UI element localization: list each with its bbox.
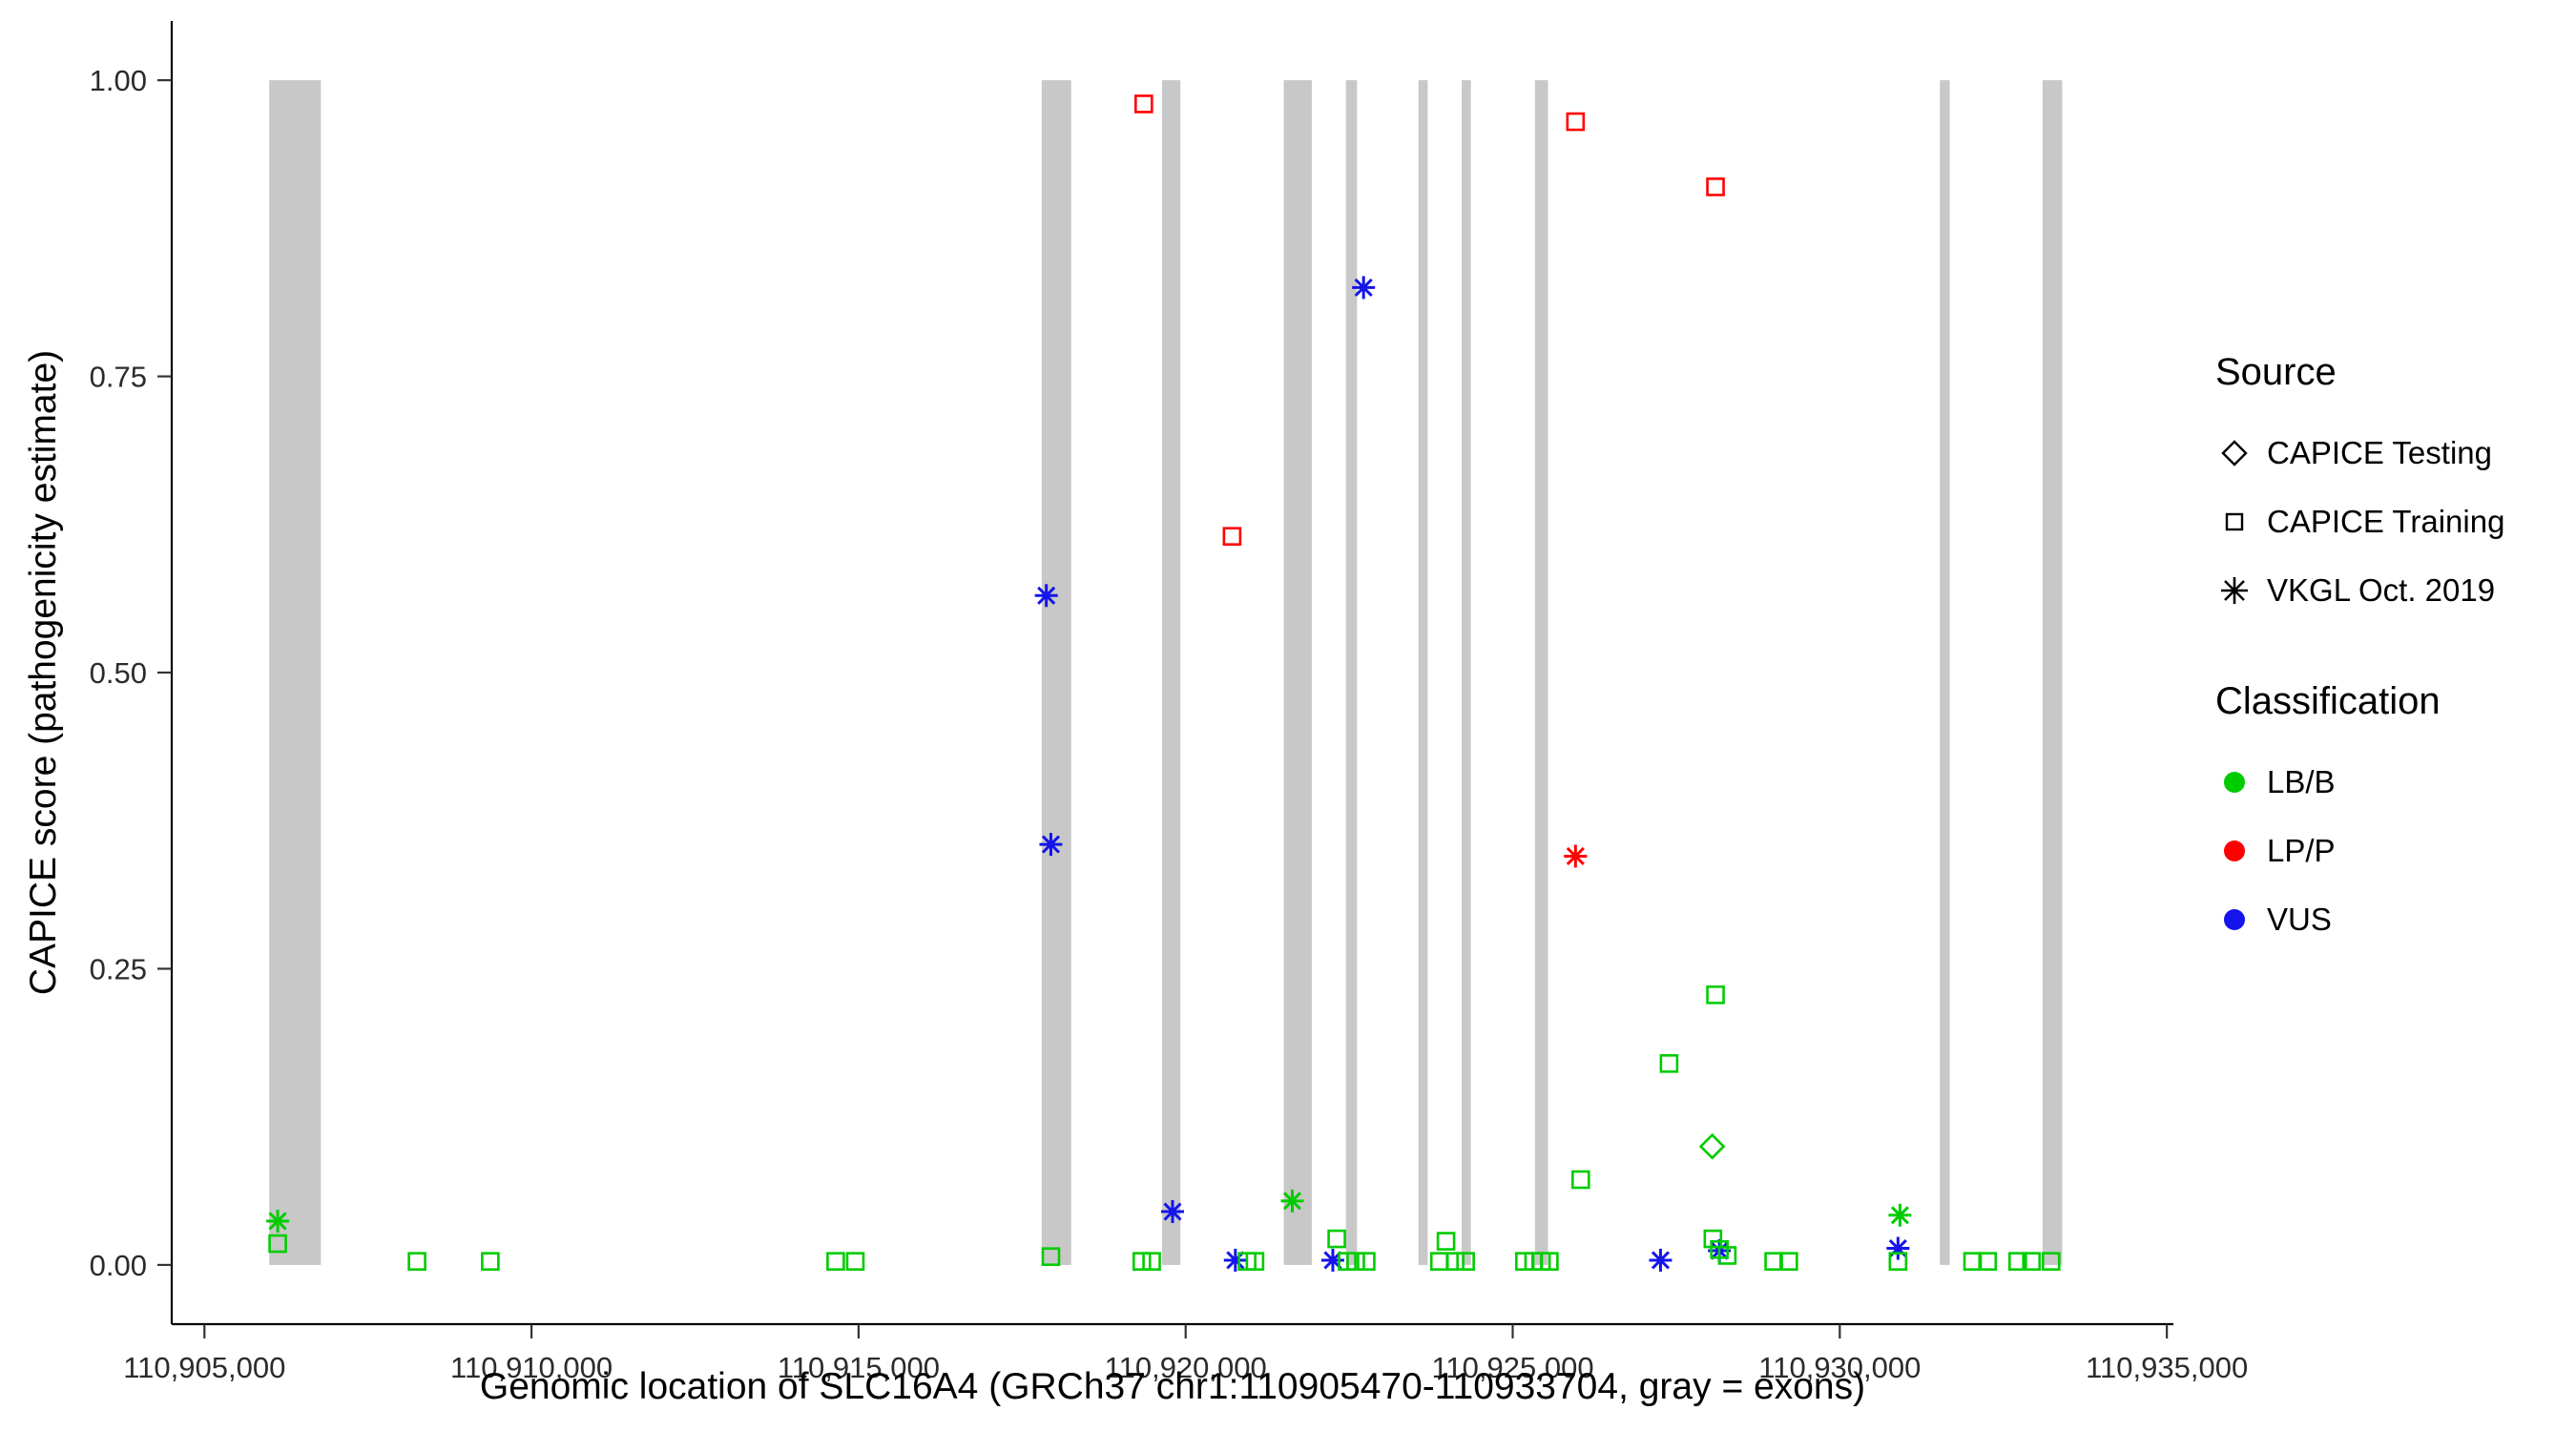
legend-item-lpp: LP/P	[2215, 817, 2568, 885]
data-point	[1034, 584, 1058, 608]
data-point	[1717, 1246, 1737, 1265]
legend-item-capice-training: CAPICE Training	[2215, 487, 2568, 556]
lbb-dot-icon	[2215, 763, 2254, 801]
exon-bar	[1283, 80, 1313, 1265]
x-tick-label: 110,925,000	[1431, 1351, 1593, 1384]
legend-item-vkgl: VKGL Oct. 2019	[2215, 556, 2568, 625]
data-point	[826, 1252, 845, 1271]
legend-label: CAPICE Training	[2267, 504, 2505, 539]
legend-classification-title: Classification	[2215, 680, 2441, 722]
data-point	[1703, 1229, 1723, 1249]
legend: Source CAPICE Testing CAPICE Training	[2215, 351, 2568, 954]
x-tick-label: 110,935,000	[2086, 1351, 2248, 1384]
exon-bar	[1041, 80, 1071, 1265]
data-point	[1649, 1248, 1672, 1272]
exon-bar	[2042, 80, 2063, 1265]
y-tick-label: 0.25	[90, 952, 147, 985]
data-point	[1142, 1252, 1161, 1271]
data-point	[1566, 112, 1586, 132]
y-axis-title: CAPICE score (pathogenicity estimate)	[23, 349, 64, 996]
data-point	[1764, 1252, 1783, 1271]
data-point	[1698, 1132, 1726, 1160]
data-point	[1346, 1252, 1365, 1271]
legend-item-capice-testing: CAPICE Testing	[2215, 419, 2568, 487]
x-tick-label: 110,910,000	[450, 1351, 613, 1384]
data-point	[1456, 1252, 1475, 1271]
data-point	[2008, 1252, 2027, 1271]
data-point	[1888, 1203, 1912, 1227]
x-tick-label: 110,905,000	[123, 1351, 285, 1384]
legend-item-vus: VUS	[2215, 885, 2568, 954]
exon-bar	[1534, 80, 1548, 1265]
exon-bar	[269, 80, 322, 1265]
data-point	[1357, 1252, 1376, 1271]
data-point	[1223, 1248, 1247, 1272]
data-point	[1161, 1200, 1184, 1224]
data-point	[1540, 1252, 1559, 1271]
legend-label: LP/P	[2267, 833, 2336, 868]
legend-label: CAPICE Testing	[2267, 435, 2492, 470]
exon-bar	[1940, 80, 1950, 1265]
data-point	[1659, 1054, 1679, 1073]
data-point	[1134, 94, 1153, 114]
vus-dot-icon	[2215, 901, 2254, 939]
legend-item-lbb: LB/B	[2215, 748, 2568, 817]
x-axis-title: Genomic location of SLC16A4 (GRCh37 chr1…	[479, 1366, 1866, 1407]
data-point	[1280, 1189, 1304, 1213]
exon-bar	[1418, 80, 1428, 1265]
data-point	[845, 1252, 865, 1271]
x-tick-label: 110,920,000	[1105, 1351, 1267, 1384]
data-point	[1706, 177, 1725, 197]
legend-source-title: Source	[2215, 351, 2337, 393]
data-point	[1222, 527, 1242, 546]
asterisk-icon	[2215, 571, 2254, 610]
data-point	[266, 1209, 290, 1233]
data-point	[481, 1252, 500, 1271]
data-point	[1132, 1252, 1152, 1271]
x-tick-label: 110,930,000	[1758, 1351, 1921, 1384]
legend-section-classification: Classification LB/B LP/P VUS	[2215, 680, 2568, 954]
square-icon	[2215, 503, 2254, 541]
legend-label: VUS	[2267, 902, 2332, 937]
exon-bar	[1162, 80, 1181, 1265]
data-point	[2022, 1252, 2042, 1271]
legend-label: LB/B	[2267, 764, 2336, 799]
data-point	[268, 1234, 287, 1254]
data-point	[1436, 1232, 1456, 1251]
data-point	[1779, 1252, 1798, 1271]
data-point	[407, 1252, 426, 1271]
exon-bar	[1462, 80, 1471, 1265]
data-point	[1963, 1252, 1983, 1271]
data-point	[1039, 833, 1063, 857]
legend-section-source: Source CAPICE Testing CAPICE Training	[2215, 351, 2568, 625]
y-tick-label: 0.75	[90, 361, 147, 394]
y-tick-label: 0.50	[90, 656, 147, 690]
data-point	[1571, 1170, 1590, 1190]
data-point	[2041, 1252, 2061, 1271]
data-point	[1564, 844, 1588, 868]
data-point	[1041, 1247, 1061, 1267]
y-tick-label: 1.00	[90, 64, 147, 97]
data-point	[1978, 1252, 1998, 1271]
data-point	[1888, 1252, 1908, 1271]
legend-label: VKGL Oct. 2019	[2267, 572, 2496, 608]
exon-bar	[1345, 80, 1358, 1265]
lpp-dot-icon	[2215, 832, 2254, 870]
data-point	[1445, 1252, 1465, 1271]
data-point	[1352, 276, 1376, 300]
data-point	[1327, 1229, 1346, 1249]
diamond-icon	[2215, 434, 2254, 472]
data-point	[1429, 1252, 1449, 1271]
data-point	[1245, 1252, 1265, 1271]
y-tick-label: 0.00	[90, 1249, 147, 1282]
x-tick-label: 110,915,000	[778, 1351, 940, 1384]
data-point	[1706, 985, 1725, 1005]
